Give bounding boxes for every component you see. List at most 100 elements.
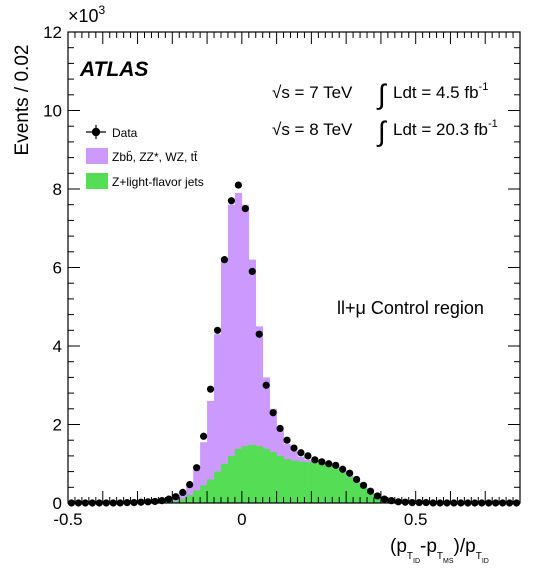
svg-text:Ldt = 4.5 fb-1: Ldt = 4.5 fb-1 xyxy=(393,81,488,102)
bar-z-light-flavor xyxy=(373,497,382,503)
bar-zbb-zz-wz-tt xyxy=(262,377,270,503)
bar-z-light-flavor xyxy=(234,448,243,503)
bar-z-light-flavor xyxy=(283,459,291,503)
data-point xyxy=(220,256,229,264)
data-point xyxy=(380,495,388,503)
data-point xyxy=(471,499,479,507)
legend-item-zlight: Z+light-flavor jets xyxy=(86,173,204,189)
data-point xyxy=(366,487,375,495)
data-point xyxy=(505,499,514,507)
bar-z-light-flavor xyxy=(262,448,270,503)
svg-text:Zbb̄, ZZ*, WZ, tt̄: Zbb̄, ZZ*, WZ, tt̄ xyxy=(112,150,198,164)
bar-z-light-flavor xyxy=(360,488,368,503)
svg-text:Z+light-flavor jets: Z+light-flavor jets xyxy=(112,175,204,189)
data-point xyxy=(102,499,110,507)
data-point xyxy=(332,461,340,469)
bar-zbb-zz-wz-tt xyxy=(234,192,243,504)
data-point xyxy=(151,497,159,506)
data-point xyxy=(234,181,242,189)
bar-zbb-zz-wz-tt xyxy=(248,259,257,503)
data-point xyxy=(276,424,284,433)
data-point xyxy=(123,499,131,507)
bar-z-light-flavor xyxy=(332,468,340,503)
bar-zbb-zz-wz-tt xyxy=(179,492,187,503)
data-point xyxy=(95,499,103,507)
data-point xyxy=(485,499,493,507)
data-point xyxy=(186,480,194,489)
data-point xyxy=(213,326,222,334)
bar-z-light-flavor xyxy=(207,479,215,503)
data-point xyxy=(255,330,263,338)
x-tick-label: 0 xyxy=(237,510,246,529)
data-point xyxy=(262,381,270,389)
legend: Data Zbb̄, ZZ*, WZ, tt̄ Z+light-flavor j… xyxy=(86,125,204,189)
bar-z-light-flavor xyxy=(311,462,319,503)
data-point xyxy=(109,499,117,507)
bar-z-light-flavor xyxy=(346,477,354,503)
y-tick-label: 12 xyxy=(43,23,62,42)
bar-z-light-flavor xyxy=(200,485,208,503)
y-tick-label: 0 xyxy=(53,494,62,513)
data-point xyxy=(290,444,298,452)
experiment-label: ATLAS xyxy=(79,58,148,81)
data-point xyxy=(373,492,382,500)
bar-z-light-flavor xyxy=(193,490,201,503)
bar-z-light-flavor xyxy=(304,462,312,503)
bar-z-light-flavor xyxy=(179,499,187,503)
data-point xyxy=(359,481,368,489)
data-point xyxy=(116,499,124,507)
data-point xyxy=(318,458,326,466)
bar-z-light-flavor xyxy=(269,451,277,503)
data-points xyxy=(67,181,521,507)
data-point xyxy=(457,499,465,507)
legend-item-zbb: Zbb̄, ZZ*, WZ, tt̄ xyxy=(86,148,198,164)
y-multiplier: ×103 xyxy=(68,3,106,26)
y-tick-label: 4 xyxy=(53,337,62,356)
data-point xyxy=(339,465,347,473)
data-point xyxy=(88,499,96,507)
bar-zbb-zz-wz-tt xyxy=(186,485,194,503)
bar-zbb-zz-wz-tt xyxy=(241,204,250,503)
svg-text:Ldt = 20.3 fb-1: Ldt = 20.3 fb-1 xyxy=(393,118,498,139)
svg-text:∫: ∫ xyxy=(376,79,388,110)
data-point xyxy=(429,499,437,507)
bar-zbb-zz-wz-tt xyxy=(207,400,215,503)
bar-zbb-zz-wz-tt xyxy=(227,204,236,503)
data-point xyxy=(311,456,319,464)
data-point xyxy=(172,493,180,501)
x-axis-label: (pTID-pTMS)/pTID xyxy=(390,536,489,565)
bar-z-light-flavor xyxy=(297,461,305,503)
bar-z-light-flavor xyxy=(353,482,361,503)
svg-text:∫: ∫ xyxy=(376,116,388,147)
data-point xyxy=(200,432,208,440)
data-point xyxy=(144,498,152,506)
data-point xyxy=(401,498,409,506)
data-point xyxy=(346,469,354,477)
data-point xyxy=(179,488,187,497)
y-tick-label: 8 xyxy=(53,180,62,199)
data-point xyxy=(499,499,507,507)
bar-z-light-flavor xyxy=(367,493,375,503)
data-point xyxy=(283,436,291,444)
bar-z-light-flavor xyxy=(186,495,194,503)
svg-text:(pTID-pTMS)/pTID: (pTID-pTMS)/pTID xyxy=(390,536,489,565)
data-point xyxy=(512,499,521,507)
plot-frame xyxy=(67,31,521,504)
svg-text:Data: Data xyxy=(112,126,138,140)
bar-z-light-flavor xyxy=(214,471,222,503)
y-tick-label: 10 xyxy=(43,102,62,121)
data-point xyxy=(325,460,333,468)
data-point xyxy=(227,197,236,205)
bar-z-light-flavor xyxy=(318,463,326,503)
axis-ticks xyxy=(67,31,521,504)
data-point xyxy=(422,499,430,507)
bar-zbb-zz-wz-tt xyxy=(214,334,222,503)
bar-z-light-flavor xyxy=(220,463,229,503)
bar-z-light-flavor xyxy=(325,465,333,503)
bar-zbb-zz-wz-tt xyxy=(220,259,229,503)
data-point xyxy=(137,498,145,506)
data-point xyxy=(415,499,423,507)
svg-text:√s = 8 TeV: √s = 8 TeV xyxy=(272,120,353,139)
bar-zbb-zz-wz-tt xyxy=(193,469,201,503)
